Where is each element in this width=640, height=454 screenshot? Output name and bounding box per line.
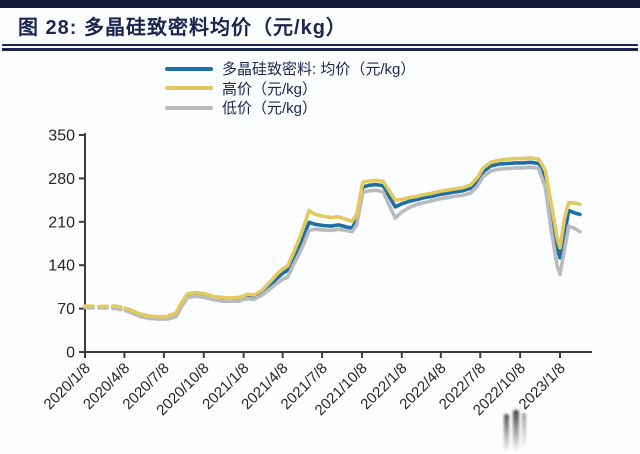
legend-item-high: 高价（元/kg）: [165, 79, 415, 99]
chart-legend: 多晶硅致密料: 均价（元/kg） 高价（元/kg） 低价（元/kg）: [165, 59, 415, 118]
high-line-swatch-icon: [165, 86, 213, 91]
svg-text:210: 210: [48, 214, 75, 231]
watermark-smudge: [522, 413, 526, 449]
legend-item-low: 低价（元/kg）: [165, 98, 415, 118]
top-accent-bar: [0, 0, 640, 8]
average-line-swatch-icon: [165, 66, 213, 71]
watermark-smudge: [513, 410, 519, 452]
page-title: 图 28: 多晶硅致密料均价（元/kg）: [18, 17, 347, 39]
legend-label-low: 低价（元/kg）: [222, 100, 318, 118]
svg-text:70: 70: [57, 301, 75, 318]
legend-label-average: 多晶硅致密料: 均价（元/kg）: [222, 61, 416, 79]
title-divider-thick: [2, 47, 638, 51]
svg-text:140: 140: [48, 258, 75, 275]
svg-text:280: 280: [48, 171, 75, 188]
legend-label-high: 高价（元/kg）: [222, 80, 318, 98]
watermark-smudge: [504, 414, 509, 452]
legend-item-average: 多晶硅致密料: 均价（元/kg）: [165, 59, 415, 79]
low-line-swatch-icon: [165, 105, 213, 110]
svg-text:0: 0: [66, 345, 75, 362]
svg-text:350: 350: [48, 128, 75, 145]
title-divider-thin: [2, 44, 638, 46]
